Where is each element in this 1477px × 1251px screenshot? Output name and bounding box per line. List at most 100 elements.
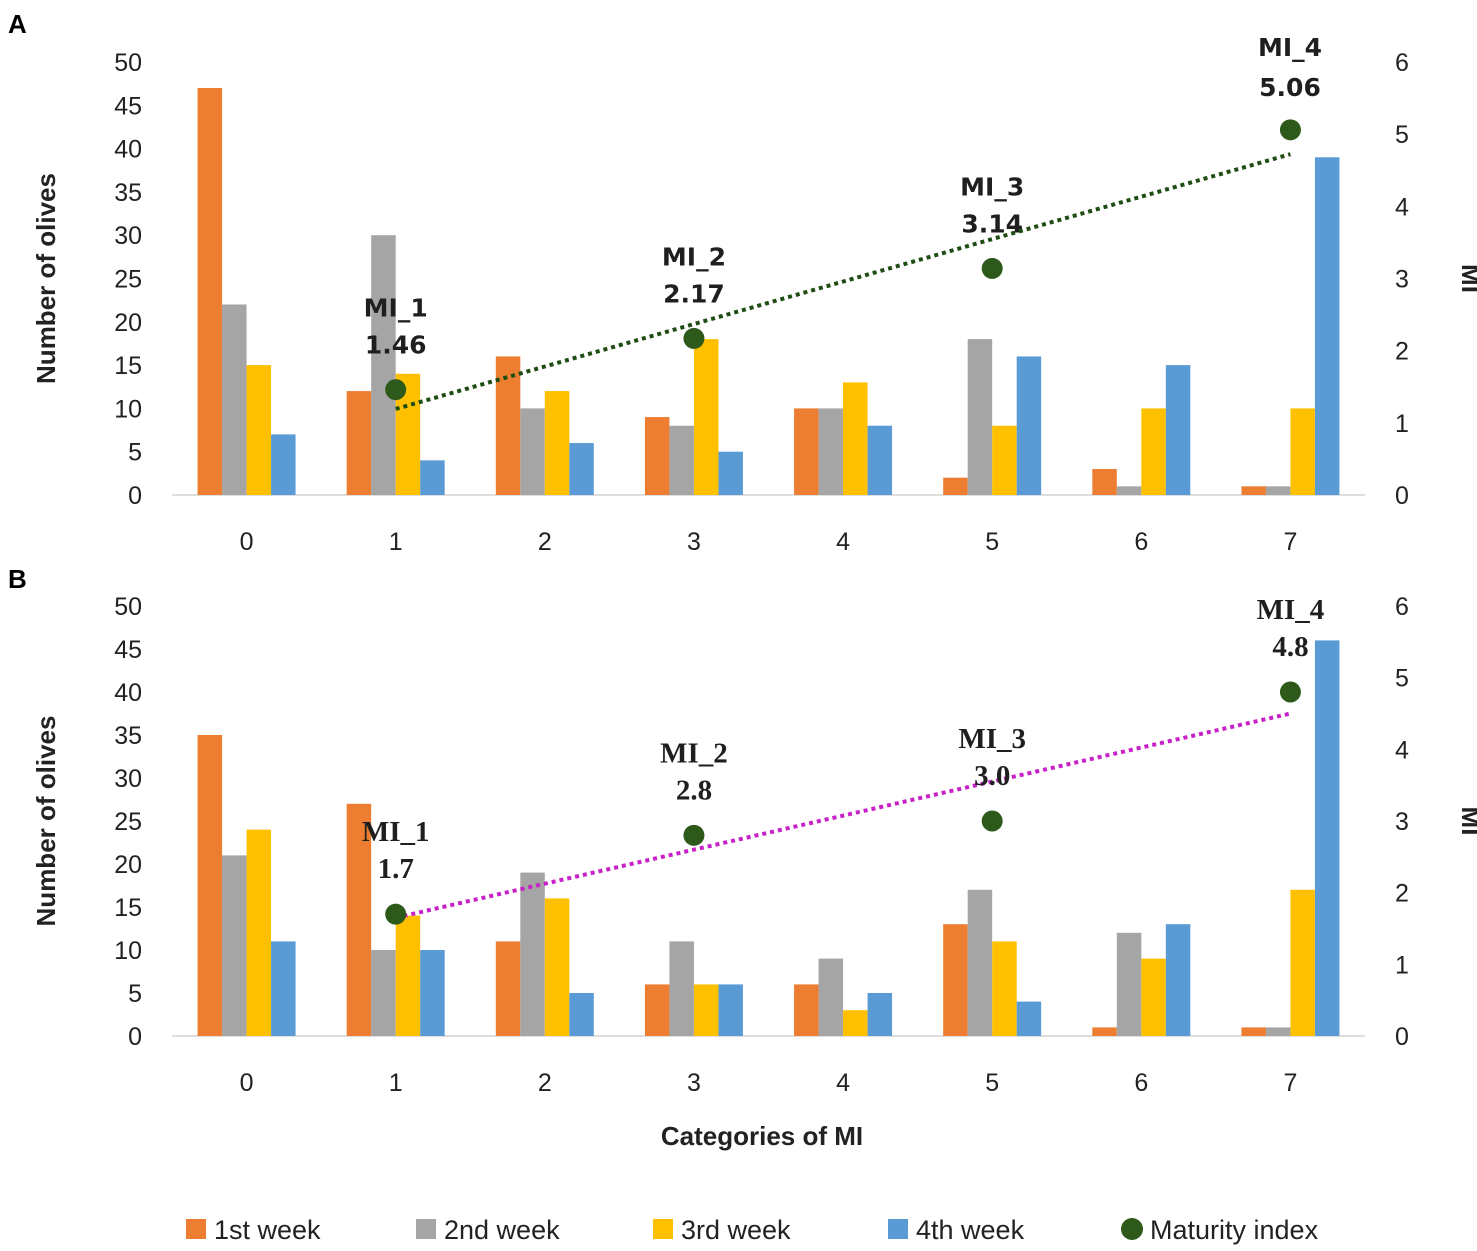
legend-swatch-4th-week bbox=[888, 1219, 908, 1239]
y2-tick-label: 5 bbox=[1395, 121, 1409, 149]
mi-value-label: 1.7 bbox=[378, 853, 414, 885]
y-tick-label: 0 bbox=[128, 482, 142, 510]
bar-1st-week bbox=[1241, 486, 1266, 495]
mi-label: MI_1 bbox=[364, 294, 428, 323]
mi-value-label: 3.0 bbox=[974, 760, 1010, 792]
y-tick-label: 50 bbox=[114, 593, 142, 621]
bar-4th-week bbox=[1314, 157, 1340, 495]
bar-1st-week bbox=[644, 984, 670, 1036]
x-tick-label: 6 bbox=[1134, 1069, 1148, 1097]
bar-4th-week bbox=[1165, 365, 1191, 495]
bar-1st-week bbox=[943, 924, 968, 1036]
bar-1st-week bbox=[346, 391, 372, 495]
y-tick-label: 35 bbox=[114, 179, 142, 207]
panel-letter: B bbox=[8, 564, 27, 594]
y-tick-label: 20 bbox=[114, 851, 142, 879]
bar-1st-week bbox=[794, 408, 819, 495]
y-tick-label: 20 bbox=[114, 309, 142, 337]
bar-3rd-week bbox=[246, 365, 272, 495]
mi-value-label: 3.14 bbox=[961, 209, 1023, 238]
bar-3rd-week bbox=[1141, 408, 1166, 495]
legend-swatch-maturity-index bbox=[1121, 1218, 1143, 1240]
y-tick-label: 5 bbox=[128, 980, 142, 1008]
x-axis-title: Categories of MI bbox=[661, 1121, 863, 1151]
y-tick-label: 45 bbox=[114, 92, 142, 120]
mi-label: MI_1 bbox=[362, 816, 430, 848]
legend-label-3rd-week: 3rd week bbox=[681, 1215, 791, 1245]
mi-value-label: 2.17 bbox=[663, 279, 725, 308]
y2-axis-title: MI bbox=[1456, 264, 1477, 293]
y2-tick-label: 4 bbox=[1395, 193, 1409, 221]
x-tick-label: 2 bbox=[538, 528, 552, 556]
bar-1st-week bbox=[943, 477, 968, 495]
y-tick-label: 10 bbox=[114, 937, 142, 965]
bar-3rd-week bbox=[843, 382, 868, 495]
bar-4th-week bbox=[867, 993, 893, 1036]
bar-3rd-week bbox=[843, 1010, 868, 1036]
y-tick-label: 30 bbox=[114, 765, 142, 793]
bar-1st-week bbox=[794, 984, 819, 1036]
bar-3rd-week bbox=[992, 941, 1017, 1036]
bar-1st-week bbox=[644, 417, 670, 495]
bar-4th-week bbox=[718, 451, 743, 495]
y2-tick-label: 3 bbox=[1395, 266, 1409, 294]
y-axis-title: Number of olives bbox=[31, 716, 61, 927]
bar-1st-week bbox=[346, 803, 372, 1036]
legend-swatch-1st-week bbox=[186, 1219, 206, 1239]
x-tick-label: 3 bbox=[687, 528, 701, 556]
y-tick-label: 5 bbox=[128, 439, 142, 467]
bar-2nd-week bbox=[222, 304, 247, 495]
y-tick-label: 15 bbox=[114, 352, 142, 380]
x-tick-label: 4 bbox=[836, 528, 850, 556]
y-tick-label: 50 bbox=[114, 49, 142, 77]
y2-tick-label: 2 bbox=[1395, 880, 1409, 908]
mi-label: MI_4 bbox=[1257, 594, 1325, 626]
mi-point bbox=[981, 257, 1003, 279]
x-tick-label: 2 bbox=[538, 1069, 552, 1097]
y-axis-title: Number of olives bbox=[31, 173, 61, 384]
bar-4th-week bbox=[420, 460, 445, 495]
legend-label-2nd-week: 2nd week bbox=[444, 1215, 560, 1245]
legend-label-maturity-index: Maturity index bbox=[1150, 1215, 1319, 1245]
mi-point bbox=[385, 903, 407, 925]
mi-point bbox=[1279, 119, 1301, 141]
bar-1st-week bbox=[197, 87, 223, 495]
bar-1st-week bbox=[197, 735, 223, 1036]
y-tick-label: 25 bbox=[114, 266, 142, 294]
bar-2nd-week bbox=[967, 889, 993, 1036]
bar-1st-week bbox=[495, 941, 521, 1036]
bar-4th-week bbox=[718, 984, 743, 1036]
y-tick-label: 10 bbox=[114, 395, 142, 423]
bar-3rd-week bbox=[246, 829, 272, 1036]
bar-1st-week bbox=[1092, 1027, 1117, 1036]
x-tick-label: 1 bbox=[389, 528, 403, 556]
bar-3rd-week bbox=[693, 984, 719, 1036]
panel-letter: A bbox=[8, 9, 27, 39]
y2-tick-label: 0 bbox=[1395, 482, 1409, 510]
y-tick-label: 40 bbox=[114, 136, 142, 164]
bar-4th-week bbox=[569, 443, 594, 495]
y-tick-label: 30 bbox=[114, 222, 142, 250]
bar-2nd-week bbox=[1116, 486, 1142, 495]
y2-axis-title: MI bbox=[1456, 807, 1477, 836]
legend-swatch-3rd-week bbox=[653, 1219, 673, 1239]
bar-4th-week bbox=[867, 425, 893, 495]
y-tick-label: 45 bbox=[114, 636, 142, 664]
y-tick-label: 40 bbox=[114, 679, 142, 707]
mi-value-label: 5.06 bbox=[1259, 73, 1321, 102]
y2-tick-label: 1 bbox=[1395, 410, 1409, 438]
bar-2nd-week bbox=[371, 235, 396, 495]
mi-label: MI_3 bbox=[958, 723, 1026, 755]
y-tick-label: 35 bbox=[114, 722, 142, 750]
x-tick-label: 3 bbox=[687, 1069, 701, 1097]
bar-3rd-week bbox=[992, 425, 1017, 495]
mi-label: MI_2 bbox=[662, 242, 726, 271]
y-tick-label: 0 bbox=[128, 1023, 142, 1051]
x-tick-label: 5 bbox=[985, 528, 999, 556]
x-tick-label: 4 bbox=[836, 1069, 850, 1097]
bar-4th-week bbox=[1314, 640, 1340, 1036]
mi-point bbox=[683, 824, 705, 846]
y2-tick-label: 3 bbox=[1395, 808, 1409, 836]
